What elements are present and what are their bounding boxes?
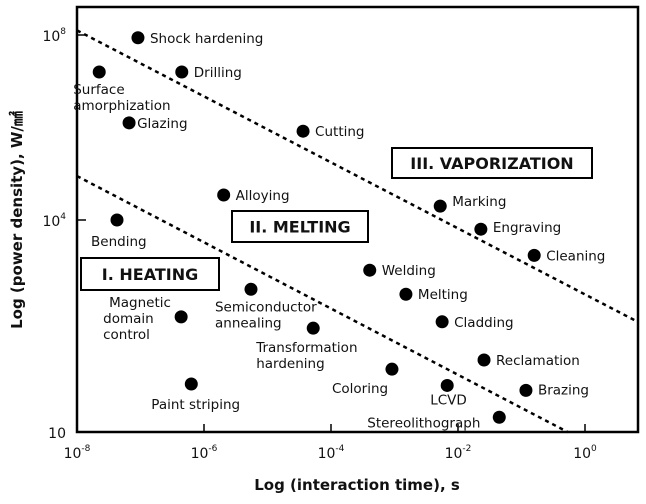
data-point (519, 383, 533, 397)
data-point (433, 199, 447, 213)
region-box (80, 257, 220, 291)
boundary-line-1 (76, 29, 639, 323)
data-point (474, 222, 488, 236)
data-point (399, 287, 413, 301)
data-point-label: Transformation hardening (255, 340, 357, 372)
data-point-label: Shock hardening (150, 31, 263, 47)
data-point (492, 410, 506, 424)
data-point (477, 353, 491, 367)
data-point-label: Semiconductor annealing (215, 299, 317, 331)
data-point-label: Paint striping (151, 397, 240, 413)
data-point (92, 65, 106, 79)
data-point-label: Coloring (332, 381, 388, 397)
data-point-label: Reclamation (496, 353, 580, 369)
y-tick-label: 104 (42, 212, 66, 230)
data-point (175, 65, 189, 79)
data-point-label: Stereolithograph (367, 415, 480, 431)
data-point-label: Alloying (236, 188, 290, 204)
x-tick-label: 10-6 (191, 444, 218, 462)
y-tick-label: 10 (48, 426, 66, 442)
x-tick-label: 10-4 (318, 444, 345, 462)
data-point (131, 31, 145, 45)
x-tick-label: 100 (573, 444, 597, 462)
data-point-label: Bending (91, 234, 147, 250)
data-point-label: Cleaning (546, 248, 605, 264)
data-point-label: Engraving (493, 220, 561, 236)
data-point-label: Magnetic domain control (103, 295, 171, 343)
data-point (296, 124, 310, 138)
region-box (391, 147, 593, 179)
x-axis-label: Log (interaction time), s (254, 476, 460, 494)
data-point-label: Drilling (194, 65, 242, 81)
data-point (217, 188, 231, 202)
data-point-label: LCVD (430, 392, 467, 408)
data-point (122, 116, 136, 130)
data-point (527, 248, 541, 262)
data-point (244, 282, 258, 296)
region-label: II. MELTING (249, 218, 350, 237)
data-point (435, 315, 449, 329)
data-point (110, 213, 124, 227)
data-point-label: Welding (382, 263, 436, 279)
data-point-label: Glazing (137, 116, 187, 132)
y-axis-label: Log (power density), W/㎟ (8, 111, 26, 329)
data-point (184, 377, 198, 391)
data-point-label: Surface amorphization (73, 82, 170, 114)
data-point (363, 263, 377, 277)
region-box (231, 210, 369, 243)
y-tick-label: 108 (42, 27, 66, 45)
region-label: III. VAPORIZATION (410, 154, 573, 173)
data-point (385, 362, 399, 376)
x-tick-label: 10-2 (445, 444, 472, 462)
data-point-label: Marking (452, 194, 506, 210)
data-point-label: Cladding (454, 315, 513, 331)
region-label: I. HEATING (102, 265, 198, 284)
x-tick-label: 10-8 (64, 444, 91, 462)
data-point-label: Melting (418, 287, 468, 303)
data-point-label: Brazing (538, 382, 589, 398)
data-point (174, 310, 188, 324)
data-point-label: Cutting (315, 124, 364, 140)
data-point (306, 321, 320, 335)
data-point (440, 378, 454, 392)
